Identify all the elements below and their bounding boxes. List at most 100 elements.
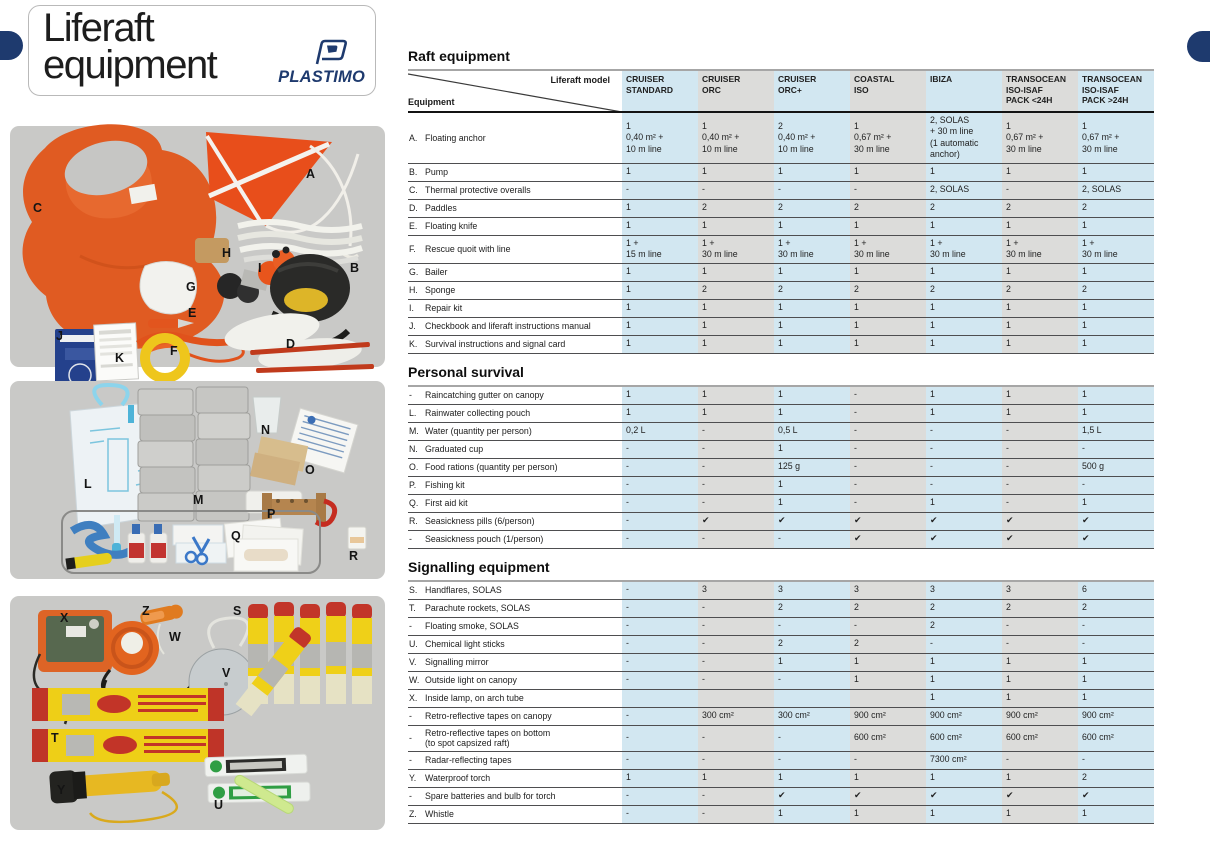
value-cell: - bbox=[698, 617, 774, 635]
table-row: M. Water (quantity per person) 0,2 L -0,5 L… bbox=[408, 422, 1154, 441]
table-row: E. Floating knife 1 1 1 1 1 1 1 bbox=[408, 217, 1154, 236]
value-cell: 1 bbox=[774, 404, 850, 422]
value-cell: 1 bbox=[698, 317, 774, 335]
value-cell: - bbox=[774, 671, 850, 689]
value-cell: 1 bbox=[926, 494, 1002, 512]
value-cell bbox=[850, 689, 926, 707]
value-cell: 1 + 30 m line bbox=[1078, 235, 1154, 263]
equipment-label-cell: R. Seasickness pills (6/person) bbox=[408, 513, 622, 530]
whistle-photo bbox=[140, 604, 183, 625]
value-cell: 1 bbox=[622, 769, 698, 787]
value-cell: - bbox=[850, 494, 926, 512]
value-cell: 1 bbox=[774, 386, 850, 404]
value-cell: - bbox=[622, 787, 698, 805]
value-cell: 1 bbox=[622, 386, 698, 404]
value-cell: 1 bbox=[622, 263, 698, 281]
value-cell: 0,5 L bbox=[774, 422, 850, 440]
value-cell: 2 bbox=[774, 199, 850, 217]
value-cell: 1 bbox=[774, 769, 850, 787]
value-cell: 1 bbox=[774, 299, 850, 317]
table-row: Y. Waterproof torch 1 1 1 1 1 1 2 bbox=[408, 769, 1154, 788]
value-cell: - bbox=[1078, 440, 1154, 458]
table-row: K. Survival instructions and signal card 1… bbox=[408, 335, 1154, 354]
value-cell: 1 bbox=[1078, 299, 1154, 317]
corner-label-equipment: Equipment bbox=[408, 97, 455, 107]
equipment-letter: W. bbox=[409, 674, 420, 685]
value-cell: - bbox=[774, 530, 850, 548]
value-cell: 1 bbox=[1002, 335, 1078, 353]
equipment-label-cell: - Spare batteries and bulb for torch bbox=[408, 788, 622, 805]
table-row: - Seasickness pouch (1/person) - - - ✔ ✔ ✔ ✔ bbox=[408, 530, 1154, 549]
value-cell: 0,2 L bbox=[622, 422, 698, 440]
value-cell: - bbox=[774, 617, 850, 635]
equipment-letter: M. bbox=[409, 425, 419, 436]
item-label-P: P bbox=[267, 507, 276, 521]
item-label-R: R bbox=[349, 549, 359, 563]
value-cell: - bbox=[1002, 617, 1078, 635]
equipment-name: Floating smoke, SOLAS bbox=[425, 620, 519, 631]
corner-label-liferaft-model: Liferaft model bbox=[550, 75, 610, 85]
value-cell: - bbox=[622, 617, 698, 635]
equipment-name: Pump bbox=[425, 166, 448, 177]
value-cell: 1 bbox=[850, 317, 926, 335]
equipment-label-cell: O. Food rations (quantity per person) bbox=[408, 459, 622, 476]
value-cell: 1 bbox=[926, 263, 1002, 281]
item-label-J: J bbox=[56, 329, 63, 343]
value-cell: 1 bbox=[850, 805, 926, 823]
value-cell: - bbox=[698, 458, 774, 476]
value-cell: 1 bbox=[774, 653, 850, 671]
value-cell: - bbox=[698, 653, 774, 671]
value-cell: 3 bbox=[774, 581, 850, 599]
value-cell: 2 bbox=[774, 599, 850, 617]
value-cell: - bbox=[1002, 181, 1078, 199]
equipment-name: Raincatching gutter on canopy bbox=[425, 389, 544, 400]
value-cell: 1 bbox=[926, 163, 1002, 181]
value-cell: 600 cm² bbox=[1002, 725, 1078, 751]
value-cell: 1 + 30 m line bbox=[774, 235, 850, 263]
value-cell: 600 cm² bbox=[850, 725, 926, 751]
title-box: Liferaft equipment PLASTIMO bbox=[28, 5, 376, 96]
value-cell: 2 bbox=[1002, 199, 1078, 217]
item-label-B: B bbox=[350, 261, 360, 275]
equipment-letter: H. bbox=[409, 284, 418, 295]
value-cell: - bbox=[774, 181, 850, 199]
plastimo-wordmark: PLASTIMO bbox=[278, 68, 365, 86]
torch-lanyard bbox=[88, 790, 179, 824]
equipment-name: Retro-reflective tapes on canopy bbox=[425, 710, 552, 721]
equipment-letter: - bbox=[409, 754, 412, 765]
table-header-row: Liferaft model Equipment CRUISER STANDARD C… bbox=[408, 69, 1154, 113]
floating-anchor-photo bbox=[205, 132, 360, 259]
table-row: C. Thermal protective overalls - - - -2, SOLA… bbox=[408, 181, 1154, 200]
value-cell: 2, SOLAS bbox=[926, 181, 1002, 199]
equipment-table: S. Handflares, SOLAS -3 3 3 3 3 6 T. Parachute ro… bbox=[408, 579, 1154, 824]
item-label-W: W bbox=[169, 630, 181, 644]
equipment-name: Parachute rockets, SOLAS bbox=[425, 602, 531, 613]
value-cell: - bbox=[622, 458, 698, 476]
item-label-M: M bbox=[193, 493, 204, 507]
equipment-letter: G. bbox=[409, 266, 419, 277]
equipment-letter: - bbox=[409, 620, 412, 631]
item-label-Q: Q bbox=[231, 529, 241, 543]
table-row: T. Parachute rockets, SOLAS - -2 2 2 2 2 bbox=[408, 599, 1154, 618]
value-cell: 1 bbox=[1078, 805, 1154, 823]
value-cell: 2 bbox=[850, 199, 926, 217]
equipment-name: Handflares, SOLAS bbox=[425, 584, 502, 595]
value-cell: 1 bbox=[698, 217, 774, 235]
value-cell: - bbox=[698, 530, 774, 548]
value-cell: 6 bbox=[1078, 581, 1154, 599]
value-cell: ✔ bbox=[1078, 530, 1154, 548]
section-heading: Personal survival bbox=[408, 363, 524, 380]
equipment-letter: - bbox=[409, 389, 412, 400]
equipment-label-cell: J. Checkbook and liferaft instructions ma… bbox=[408, 318, 622, 335]
whistle-string bbox=[156, 623, 165, 655]
equipment-letter: P. bbox=[409, 479, 417, 490]
value-cell: - bbox=[1002, 635, 1078, 653]
value-cell: 1 bbox=[1078, 386, 1154, 404]
table-row: B. Pump 1 1 1 1 1 1 1 bbox=[408, 163, 1154, 182]
equipment-label-cell: Y. Waterproof torch bbox=[408, 770, 622, 787]
value-cell: 2 bbox=[1002, 599, 1078, 617]
equipment-label-cell: C. Thermal protective overalls bbox=[408, 182, 622, 199]
equipment-letter: Q. bbox=[409, 497, 419, 508]
table-row: - Retro-reflective tapes on bottom (to sp… bbox=[408, 725, 1154, 752]
value-cell: 1 bbox=[622, 404, 698, 422]
